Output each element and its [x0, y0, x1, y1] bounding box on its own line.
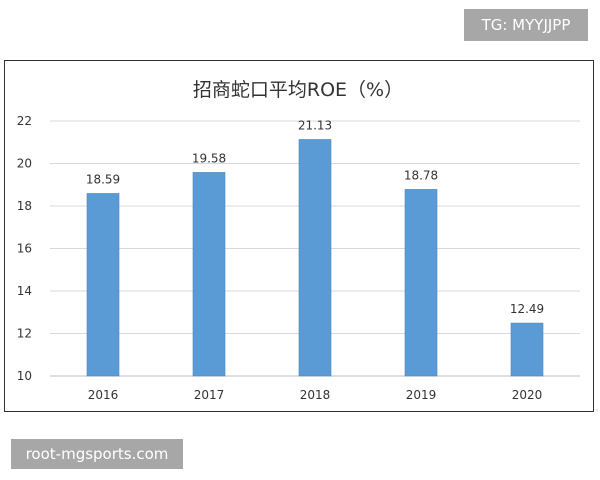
- y-tick-label: 18: [17, 199, 32, 213]
- watermark-bottom-left: root-mgsports.com: [11, 439, 183, 469]
- y-tick-label: 16: [17, 242, 32, 256]
- roe-bar-chart: 招商蛇口平均ROE（%） 18.59 19.58 21.13 18.78 12.49 1…: [17, 79, 580, 402]
- watermark-top-right: TG: MYYJJPP: [464, 9, 588, 41]
- y-axis-ticks: 10 12 14 16 18 20 22: [17, 114, 32, 383]
- y-tick-label: 20: [17, 157, 32, 171]
- x-tick-label-2017: 2017: [194, 388, 225, 402]
- data-label-2018: 21.13: [298, 118, 332, 132]
- data-label-2019: 18.78: [404, 168, 438, 182]
- x-tick-label-2016: 2016: [88, 388, 119, 402]
- bar-2017: [192, 172, 226, 377]
- bar-2018: [298, 139, 332, 377]
- bar-2019: [404, 189, 438, 377]
- bar-2016: [86, 193, 120, 377]
- data-labels: 18.59 19.58 21.13 18.78 12.49: [86, 118, 544, 316]
- x-tick-label-2020: 2020: [512, 388, 543, 402]
- data-label-2016: 18.59: [86, 172, 120, 186]
- chart-title: 招商蛇口平均ROE（%）: [193, 79, 403, 101]
- chart-frame: 招商蛇口平均ROE（%） 18.59 19.58 21.13 18.78 12.49 1…: [4, 60, 594, 412]
- data-label-2017: 19.58: [192, 151, 226, 165]
- y-tick-label: 14: [17, 284, 32, 298]
- x-tick-label-2019: 2019: [406, 388, 437, 402]
- y-tick-label: 10: [17, 369, 32, 383]
- x-tick-label-2018: 2018: [300, 388, 331, 402]
- bars: [86, 139, 544, 377]
- bar-2020: [510, 322, 544, 377]
- y-tick-label: 22: [17, 114, 32, 128]
- x-axis-ticks: 2016 2017 2018 2019 2020: [88, 388, 543, 402]
- y-tick-label: 12: [17, 327, 32, 341]
- data-label-2020: 12.49: [510, 302, 544, 316]
- corner-mark: ◦: [595, 407, 599, 414]
